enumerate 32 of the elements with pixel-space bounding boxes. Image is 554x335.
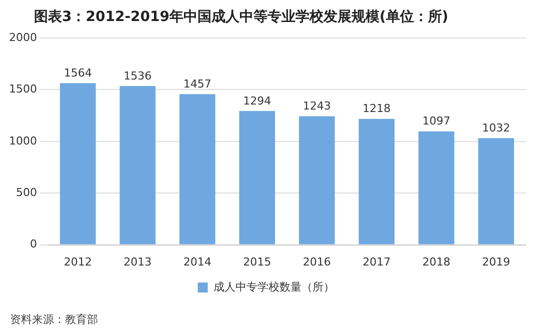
data-label: 1032 xyxy=(482,121,510,134)
bar xyxy=(418,131,454,244)
x-tick-label: 2018 xyxy=(422,255,450,268)
x-tick-label: 2019 xyxy=(482,255,510,268)
y-tick-label: 2000 xyxy=(8,30,37,44)
data-label: 1457 xyxy=(183,78,212,91)
data-label: 1218 xyxy=(362,102,391,116)
chart-title: 图表3：2012-2019年中国成人中等专业学校发展规模(单位：所) xyxy=(33,8,450,27)
bar xyxy=(298,116,335,244)
bar xyxy=(60,83,96,244)
bar xyxy=(179,94,216,244)
x-tick-label: 2012 xyxy=(64,255,92,268)
data-label: 1097 xyxy=(422,114,450,128)
data-label: 1536 xyxy=(124,69,152,82)
y-tick-label: 0 xyxy=(30,238,37,251)
x-tick-label: 2013 xyxy=(124,255,152,268)
bar xyxy=(478,138,514,244)
legend-label: 成人中专学校数量（所） xyxy=(213,280,334,294)
y-tick-label: 500 xyxy=(16,186,37,199)
x-tick-label: 2015 xyxy=(243,255,272,268)
x-tick-label: 2017 xyxy=(362,255,391,268)
x-tick-label: 2016 xyxy=(302,255,331,268)
y-tick-label: 1000 xyxy=(8,134,37,148)
data-label: 1294 xyxy=(243,94,272,108)
x-tick-label: 2014 xyxy=(183,255,212,268)
data-label: 1243 xyxy=(302,100,331,113)
y-tick-label: 1500 xyxy=(8,82,37,96)
bar xyxy=(358,118,395,244)
bar xyxy=(239,111,276,244)
bar xyxy=(120,86,156,244)
data-label: 1564 xyxy=(64,66,92,80)
text: 资料来源：教育部 xyxy=(10,313,98,326)
